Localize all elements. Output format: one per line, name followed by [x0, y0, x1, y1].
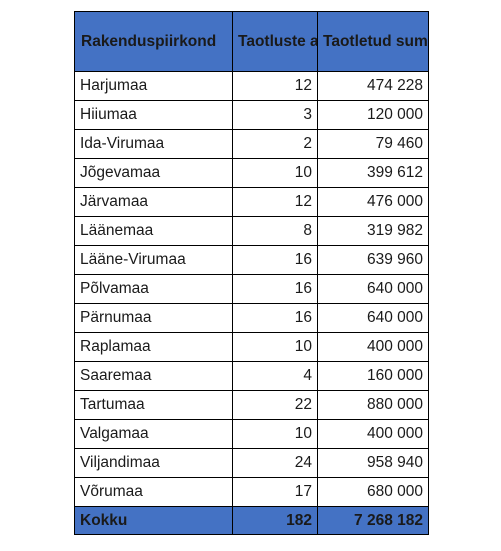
- table-footer: Kokku 182 7 268 182: [74, 506, 429, 535]
- total-amount: 7 268 182: [317, 506, 429, 535]
- table-row: Harjumaa 12 474 228: [74, 71, 429, 101]
- count-cell: 3: [232, 100, 318, 130]
- amount-cell: 160 000: [317, 361, 429, 391]
- amount-cell: 680 000: [317, 477, 429, 507]
- table-row: Ida-Virumaa 2 79 460: [74, 129, 429, 159]
- count-cell: 10: [232, 419, 318, 449]
- county-cell: Viljandimaa: [74, 448, 233, 478]
- amount-cell: 880 000: [317, 390, 429, 420]
- header-county: Rakenduspiirkond: [74, 11, 233, 72]
- header-application-count: Taotluste arv: [232, 11, 318, 72]
- amount-cell: 79 460: [317, 129, 429, 159]
- table-row: Saaremaa 4 160 000: [74, 361, 429, 391]
- count-cell: 4: [232, 361, 318, 391]
- count-cell: 17: [232, 477, 318, 507]
- county-cell: Võrumaa: [74, 477, 233, 507]
- table-row: Jõgevamaa 10 399 612: [74, 158, 429, 188]
- amount-cell: 400 000: [317, 332, 429, 362]
- county-cell: Ida-Virumaa: [74, 129, 233, 159]
- county-cell: Lääne-Virumaa: [74, 245, 233, 275]
- table-row: Tartumaa 22 880 000: [74, 390, 429, 420]
- amount-cell: 400 000: [317, 419, 429, 449]
- table-row: Valgamaa 10 400 000: [74, 419, 429, 449]
- count-cell: 16: [232, 274, 318, 304]
- count-cell: 10: [232, 332, 318, 362]
- count-cell: 16: [232, 303, 318, 333]
- table-header: Rakenduspiirkond Taotluste arv Taotletud…: [74, 11, 429, 72]
- applications-by-county-table: Rakenduspiirkond Taotluste arv Taotletud…: [74, 11, 429, 535]
- county-cell: Jõgevamaa: [74, 158, 233, 188]
- count-cell: 10: [232, 158, 318, 188]
- county-cell: Harjumaa: [74, 71, 233, 101]
- county-cell: Järvamaa: [74, 187, 233, 217]
- table-row: Järvamaa 12 476 000: [74, 187, 429, 217]
- county-cell: Põlvamaa: [74, 274, 233, 304]
- county-cell: Tartumaa: [74, 390, 233, 420]
- amount-cell: 474 228: [317, 71, 429, 101]
- count-cell: 24: [232, 448, 318, 478]
- table-row: Raplamaa 10 400 000: [74, 332, 429, 362]
- table-row: Läänemaa 8 319 982: [74, 216, 429, 246]
- amount-cell: 639 960: [317, 245, 429, 275]
- count-cell: 22: [232, 390, 318, 420]
- table-row: Võrumaa 17 680 000: [74, 477, 429, 507]
- table-row: Hiiumaa 3 120 000: [74, 100, 429, 130]
- total-row: Kokku 182 7 268 182: [74, 506, 429, 535]
- total-label: Kokku: [74, 506, 233, 535]
- header-row: Rakenduspiirkond Taotluste arv Taotletud…: [74, 11, 429, 72]
- count-cell: 12: [232, 187, 318, 217]
- county-cell: Raplamaa: [74, 332, 233, 362]
- table-row: Põlvamaa 16 640 000: [74, 274, 429, 304]
- count-cell: 16: [232, 245, 318, 275]
- table-body: Harjumaa 12 474 228 Hiiumaa 3 120 000 Ida-Viru…: [74, 71, 429, 507]
- amount-cell: 958 940: [317, 448, 429, 478]
- county-cell: Läänemaa: [74, 216, 233, 246]
- county-cell: Hiiumaa: [74, 100, 233, 130]
- amount-cell: 319 982: [317, 216, 429, 246]
- header-requested-amount: Taotletud summa: [317, 11, 429, 72]
- count-cell: 12: [232, 71, 318, 101]
- total-count: 182: [232, 506, 318, 535]
- amount-cell: 399 612: [317, 158, 429, 188]
- count-cell: 2: [232, 129, 318, 159]
- amount-cell: 640 000: [317, 303, 429, 333]
- table-row: Lääne-Virumaa 16 639 960: [74, 245, 429, 275]
- county-cell: Valgamaa: [74, 419, 233, 449]
- amount-cell: 640 000: [317, 274, 429, 304]
- county-cell: Pärnumaa: [74, 303, 233, 333]
- table-row: Viljandimaa 24 958 940: [74, 448, 429, 478]
- county-cell: Saaremaa: [74, 361, 233, 391]
- amount-cell: 120 000: [317, 100, 429, 130]
- count-cell: 8: [232, 216, 318, 246]
- amount-cell: 476 000: [317, 187, 429, 217]
- table-row: Pärnumaa 16 640 000: [74, 303, 429, 333]
